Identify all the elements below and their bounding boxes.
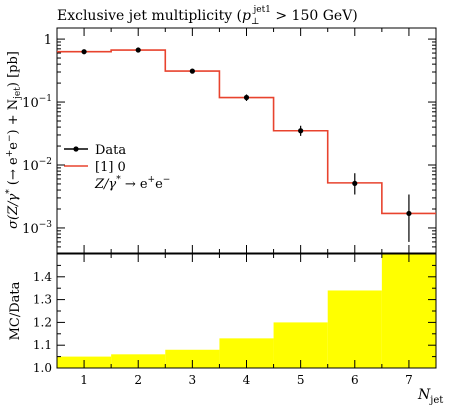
main-x-axis: [56, 28, 437, 253]
x-tick-label: 3: [189, 373, 197, 387]
ratio-x-axis: 1 2 3 4 5 6 7: [56, 254, 437, 387]
data-marker: [189, 68, 195, 74]
main-y-axis: 1 10−1 10−2 10−3: [22, 33, 436, 254]
data-point: [352, 173, 358, 195]
ratio-y-tick-label: 1.2: [33, 315, 52, 329]
data-point: [189, 68, 195, 74]
y-tick-label: 10−1: [22, 94, 52, 111]
ratio-y-tick-label: 1.4: [33, 270, 52, 284]
data-marker: [352, 180, 358, 187]
y-tick-label: 1: [44, 33, 52, 48]
data-point: [81, 49, 87, 55]
y-tick-label: 10−2: [22, 157, 52, 174]
ratio-y-axis-label: MC/Data: [8, 281, 23, 340]
data-marker: [298, 128, 304, 134]
chart-title: Exclusive jet multiplicity (p⊥jet1 > 150…: [57, 5, 358, 27]
legend-data-marker: [73, 146, 79, 152]
x-tick-label: 7: [405, 373, 413, 387]
data-points: [81, 47, 412, 242]
x-tick-label: 1: [80, 373, 88, 387]
ratio-y-tick-label: 1.1: [33, 338, 52, 352]
legend: Data [1] 0 Z/γ* → e+e−: [64, 143, 170, 192]
data-point: [135, 47, 141, 53]
ratio-y-tick-label: 1.3: [33, 293, 52, 307]
ratio-y-axis: 1.0 1.1 1.2 1.3 1.4: [33, 264, 436, 375]
data-marker: [243, 94, 250, 101]
data-marker: [81, 49, 87, 55]
x-tick-label: 2: [134, 373, 142, 387]
x-axis-label: Njet: [417, 387, 443, 406]
data-point: [243, 94, 250, 101]
x-tick-label: 5: [297, 373, 305, 387]
ratio-bar: [327, 290, 382, 368]
ratio-bars: [57, 254, 436, 368]
ratio-bar: [165, 349, 220, 368]
ratio-y-tick-label: 1.0: [33, 361, 52, 375]
ratio-bar: [381, 254, 436, 368]
legend-process-label: Z/γ* → e+e−: [94, 175, 170, 192]
data-point: [406, 194, 412, 242]
main-panel: 1 10−1 10−2 10−3 Data [1] 0 Z/γ* → e+e−: [22, 27, 437, 254]
x-tick-label: 6: [351, 373, 359, 387]
data-point: [298, 125, 304, 136]
ratio-panel: 1.0 1.1 1.2 1.3 1.4 1 2 3 4 5 6 7: [33, 253, 437, 387]
x-tick-label: 4: [243, 373, 251, 387]
main-y-axis-label: σ(Z/γ* (→ e+e−) + Njet) [pb]: [5, 51, 23, 229]
main-frame: [56, 27, 437, 254]
legend-data-label: Data: [95, 143, 126, 158]
y-tick-label: 10−3: [22, 220, 52, 237]
data-marker: [135, 47, 141, 53]
data-marker: [406, 210, 412, 217]
legend-mc-label: [1] 0: [95, 160, 126, 175]
